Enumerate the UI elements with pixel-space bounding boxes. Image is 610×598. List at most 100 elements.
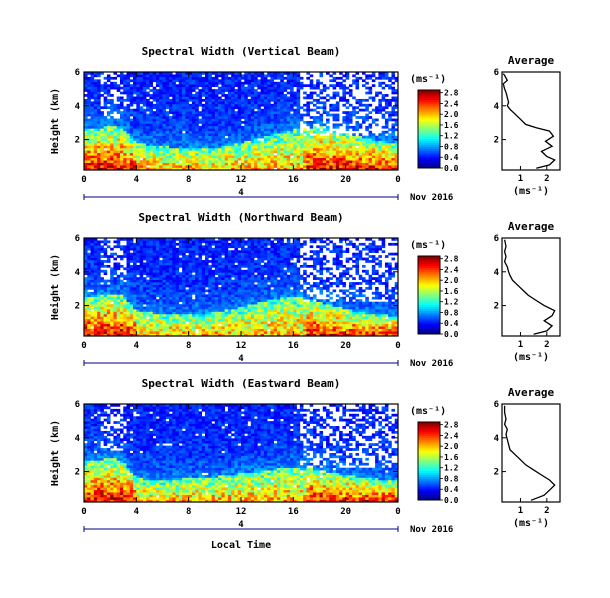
heatmap-cell [155, 262, 160, 266]
heatmap-cell [110, 294, 114, 298]
heatmap-cell [198, 291, 203, 295]
heatmap-cell [133, 147, 137, 151]
heatmap-cell [371, 138, 376, 141]
heatmap-cell [290, 125, 294, 129]
heatmap-cell [191, 252, 196, 256]
heatmap-cell [205, 167, 209, 171]
heatmap-cell [290, 96, 294, 100]
heatmap-cell [293, 135, 297, 139]
heatmap-cell [198, 257, 203, 261]
heatmap-cell [273, 96, 278, 100]
heatmap-cell [191, 111, 196, 114]
heatmap-cell [185, 331, 189, 334]
heatmap-cell [394, 155, 399, 159]
heatmap-cell [182, 143, 186, 146]
heatmap-cell [244, 101, 248, 105]
heatmap-cell [97, 240, 101, 244]
colorbar-unit: (ms⁻¹) [410, 74, 446, 85]
heatmap-cell [358, 123, 363, 127]
heatmap-cell [191, 72, 196, 75]
heatmap-cell [159, 284, 163, 288]
heatmap-cell [280, 160, 284, 163]
heatmap-cell [394, 113, 399, 117]
heatmap-cell [384, 103, 389, 107]
heatmap-cell [208, 326, 212, 329]
heatmap-cell [113, 106, 118, 110]
heatmap-cell [87, 262, 91, 266]
heatmap-cell [214, 294, 219, 298]
heatmap-cell [142, 125, 147, 129]
heatmap-cell [391, 155, 396, 159]
heatmap-cell [358, 167, 363, 171]
heatmap-cell [185, 309, 189, 312]
heatmap-cell [299, 118, 304, 122]
colorbar-step [418, 138, 440, 141]
heatmap-cell [162, 279, 167, 283]
heatmap-cell [149, 304, 153, 307]
heatmap-cell [195, 81, 199, 85]
heatmap-cell [365, 160, 369, 163]
heatmap-cell [371, 96, 376, 100]
heatmap-cell [169, 135, 173, 139]
heatmap-cell [113, 133, 118, 136]
heatmap-cell [175, 252, 180, 256]
heatmap-cell [165, 98, 170, 102]
heatmap-cell [116, 301, 121, 305]
heatmap-cell [342, 84, 346, 87]
heatmap-cell [100, 145, 104, 149]
heatmap-cell [142, 277, 147, 280]
heatmap-cell [319, 147, 324, 151]
heatmap-cell [201, 157, 206, 161]
heatmap-cell [100, 277, 104, 280]
heatmap-cell [247, 118, 252, 122]
heatmap-cell [211, 287, 216, 290]
heatmap-cell [152, 318, 157, 322]
heatmap-cell [139, 323, 144, 327]
heatmap-cell [103, 96, 108, 100]
heatmap-cell [273, 150, 278, 154]
heatmap-cell [260, 123, 265, 127]
heatmap-cell [319, 116, 324, 119]
heatmap-cell [106, 162, 111, 166]
heatmap-cell [263, 160, 268, 163]
heatmap-cell [263, 125, 268, 129]
heatmap-cell [286, 113, 291, 117]
heatmap-cell [286, 98, 291, 102]
heatmap-cell [368, 152, 373, 156]
heatmap-cell [273, 81, 278, 85]
heatmap-cell [391, 135, 396, 139]
heatmap-cell [97, 262, 101, 266]
heatmap-cell [165, 287, 170, 290]
heatmap-cell [93, 301, 98, 305]
heatmap-cell [178, 125, 183, 129]
heatmap-cell [136, 118, 140, 122]
heatmap-cell [326, 111, 330, 114]
heatmap-cell [241, 125, 245, 129]
heatmap-cell [146, 299, 150, 302]
heatmap-cell [332, 140, 337, 144]
heatmap-cell [178, 135, 183, 139]
heatmap-cell [103, 91, 108, 95]
heatmap-cell [133, 96, 137, 100]
heatmap-cell [306, 152, 310, 156]
heatmap-cell [247, 111, 252, 114]
heatmap-cell [155, 328, 160, 332]
heatmap-cell [133, 135, 137, 139]
heatmap-cell [146, 333, 150, 337]
heatmap-cell [136, 145, 140, 149]
heatmap-cell [254, 152, 258, 156]
heatmap-cell [316, 130, 320, 134]
heatmap-cell [152, 269, 157, 273]
heatmap-cell [257, 101, 261, 105]
heatmap-cell [198, 135, 203, 139]
heatmap-cell [384, 74, 389, 78]
heatmap-cell [221, 123, 225, 127]
heatmap-cell [342, 165, 346, 168]
heatmap-cell [234, 128, 239, 132]
heatmap-cell [201, 245, 206, 249]
heatmap-cell [178, 140, 183, 144]
heatmap-cell [139, 79, 144, 83]
heatmap-cell [110, 128, 114, 132]
heatmap-cell [133, 323, 137, 327]
heatmap-cell [270, 96, 275, 100]
